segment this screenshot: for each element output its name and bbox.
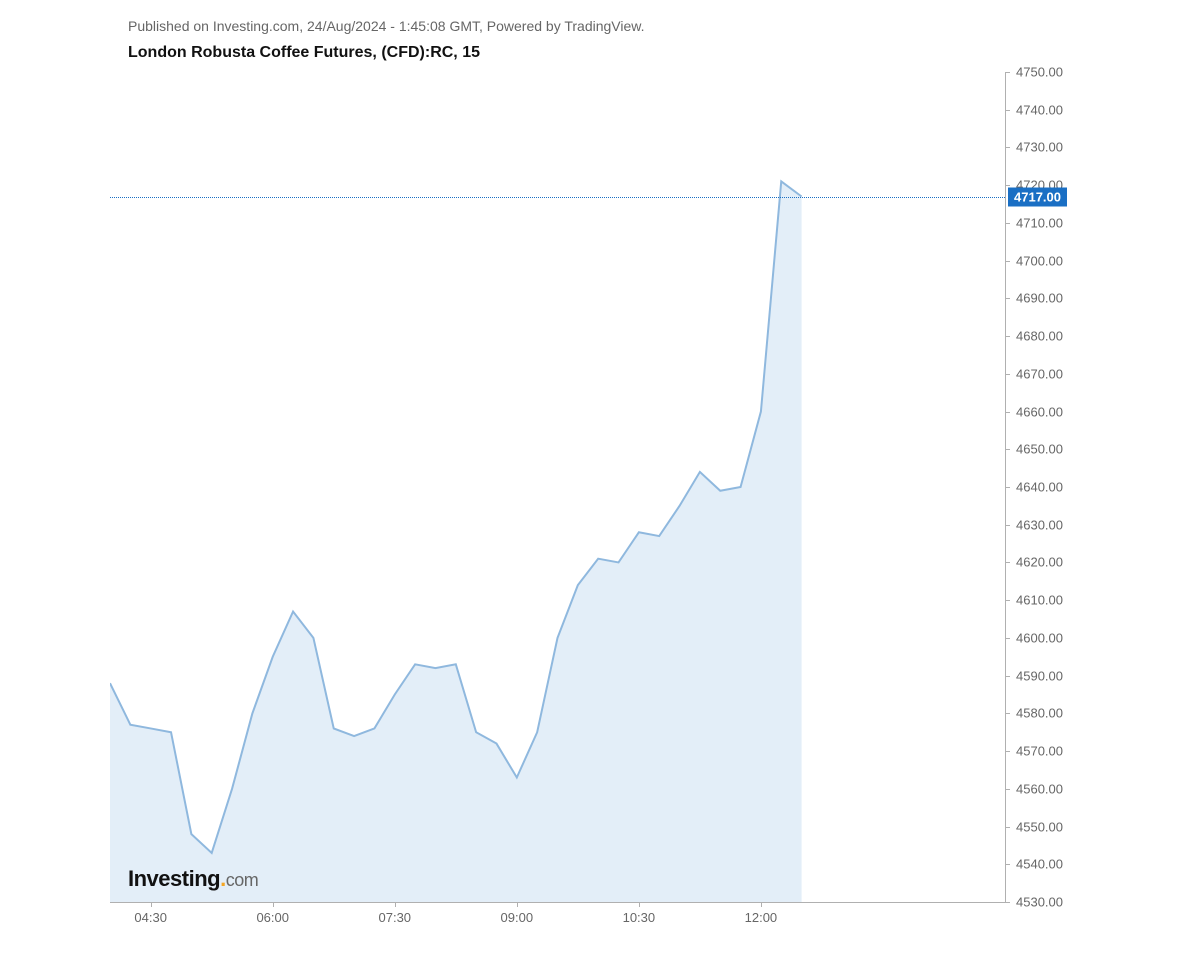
y-tick-label: 4690.00	[1016, 291, 1063, 306]
y-tick-label: 4710.00	[1016, 215, 1063, 230]
published-meta: Published on Investing.com, 24/Aug/2024 …	[128, 18, 645, 34]
y-tick	[1005, 336, 1010, 337]
y-tick	[1005, 600, 1010, 601]
y-tick	[1005, 412, 1010, 413]
y-tick-label: 4550.00	[1016, 819, 1063, 834]
y-tick-label: 4580.00	[1016, 706, 1063, 721]
y-tick	[1005, 638, 1010, 639]
x-tick-label: 06:00	[256, 910, 289, 925]
current-price-line	[110, 197, 1005, 198]
y-tick	[1005, 261, 1010, 262]
x-tick-label: 12:00	[745, 910, 778, 925]
y-tick-label: 4570.00	[1016, 744, 1063, 759]
y-tick	[1005, 374, 1010, 375]
x-tick	[395, 902, 396, 907]
x-tick	[639, 902, 640, 907]
x-tick-label: 07:30	[378, 910, 411, 925]
y-tick	[1005, 223, 1010, 224]
y-tick-label: 4590.00	[1016, 668, 1063, 683]
y-tick	[1005, 147, 1010, 148]
title-timeframe: 15	[462, 44, 480, 61]
y-tick	[1005, 487, 1010, 488]
title-symbol: London Robusta Coffee Futures, (CFD):RC,	[128, 44, 462, 61]
x-tick	[517, 902, 518, 907]
y-tick-label: 4540.00	[1016, 857, 1063, 872]
y-tick	[1005, 789, 1010, 790]
y-tick-label: 4700.00	[1016, 253, 1063, 268]
y-tick-label: 4680.00	[1016, 329, 1063, 344]
x-tick-label: 04:30	[134, 910, 167, 925]
x-tick	[761, 902, 762, 907]
y-tick	[1005, 110, 1010, 111]
brand-watermark: Investing.com	[128, 866, 258, 892]
y-tick	[1005, 676, 1010, 677]
x-tick	[273, 902, 274, 907]
y-tick-label: 4560.00	[1016, 781, 1063, 796]
area-fill-path	[110, 181, 802, 902]
y-tick-label: 4630.00	[1016, 517, 1063, 532]
y-tick	[1005, 713, 1010, 714]
y-tick-label: 4610.00	[1016, 593, 1063, 608]
y-tick	[1005, 751, 1010, 752]
y-tick-label: 4750.00	[1016, 65, 1063, 80]
y-tick	[1005, 827, 1010, 828]
y-tick-label: 4640.00	[1016, 480, 1063, 495]
chart-frame: 4530.00 4540.00 4550.00 4560.00 4570.00 4580.…	[110, 72, 1080, 912]
y-tick	[1005, 449, 1010, 450]
x-tick-label: 10:30	[623, 910, 656, 925]
chart-title: London Robusta Coffee Futures, (CFD):RC,…	[128, 44, 480, 62]
y-tick-label: 4660.00	[1016, 404, 1063, 419]
x-tick-label: 09:00	[501, 910, 534, 925]
brand-name: Investing	[128, 866, 220, 891]
y-tick	[1005, 525, 1010, 526]
y-tick-label: 4650.00	[1016, 442, 1063, 457]
y-tick-label: 4670.00	[1016, 366, 1063, 381]
y-tick	[1005, 562, 1010, 563]
current-price-value: 4717.00	[1014, 189, 1061, 204]
x-tick	[151, 902, 152, 907]
y-tick	[1005, 902, 1010, 903]
brand-suffix: com	[226, 870, 259, 890]
y-tick	[1005, 298, 1010, 299]
y-tick-label: 4620.00	[1016, 555, 1063, 570]
y-tick-label: 4730.00	[1016, 140, 1063, 155]
y-tick-label: 4740.00	[1016, 102, 1063, 117]
current-price-badge: 4717.00	[1008, 187, 1067, 206]
x-axis-line	[110, 902, 1005, 903]
y-tick-label: 4530.00	[1016, 895, 1063, 910]
y-tick	[1005, 72, 1010, 73]
y-tick	[1005, 864, 1010, 865]
y-tick-label: 4600.00	[1016, 630, 1063, 645]
chart-container: Published on Investing.com, 24/Aug/2024 …	[0, 0, 1200, 960]
